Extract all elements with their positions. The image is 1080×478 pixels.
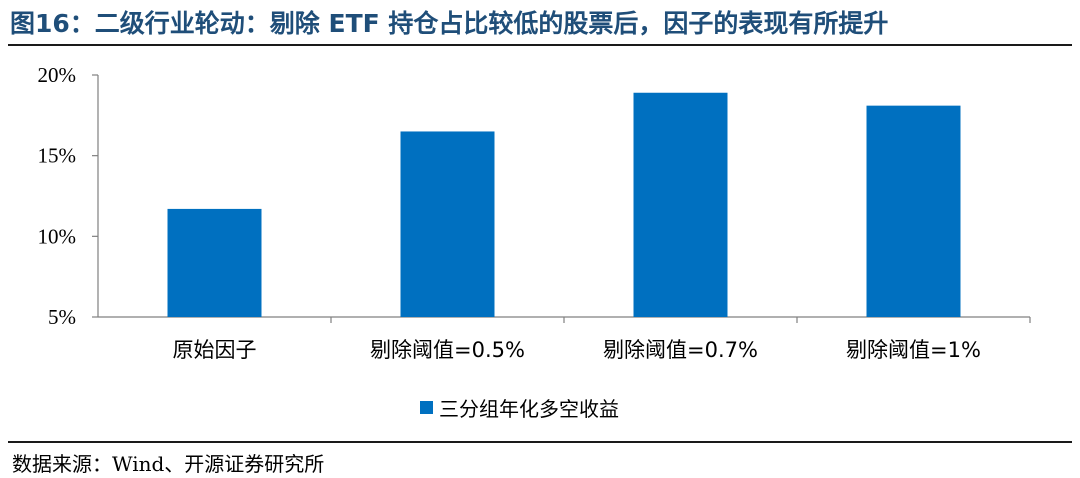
- chart-title: 图16：二级行业轮动：剔除 ETF 持仓占比较低的股票后，因子的表现有所提升: [10, 9, 889, 38]
- legend-swatch: [420, 401, 433, 414]
- y-tick-label: 20%: [38, 63, 77, 87]
- footer-divider: [8, 441, 1072, 443]
- source-note: 数据来源：Wind、开源证券研究所: [12, 452, 325, 476]
- legend-label: 三分组年化多空收益: [439, 397, 619, 421]
- bar-chart: 5% 10% 15% 20% 原始因子 剔除阈值=0.5% 剔除阈值=0.7% 剔除阈值=1%: [38, 63, 1031, 362]
- bar: [167, 208, 262, 317]
- bar: [400, 131, 495, 317]
- y-tick-label: 5%: [48, 305, 76, 329]
- bar: [866, 105, 961, 317]
- bar: [633, 92, 728, 317]
- title-divider: [8, 44, 1072, 46]
- y-tick-label: 15%: [38, 144, 77, 168]
- chart-legend: 三分组年化多空收益: [420, 393, 619, 422]
- y-tick-label: 10%: [38, 224, 77, 248]
- x-tick-label: 剔除阈值=0.5%: [370, 338, 525, 362]
- x-tick-label: 剔除阈值=1%: [846, 338, 981, 362]
- x-tick-label: 剔除阈值=0.7%: [603, 338, 758, 362]
- x-tick-label: 原始因子: [173, 338, 257, 362]
